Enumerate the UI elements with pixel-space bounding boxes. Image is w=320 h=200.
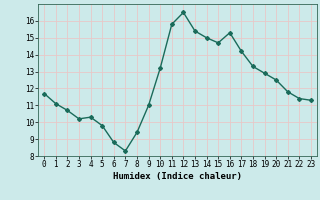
- X-axis label: Humidex (Indice chaleur): Humidex (Indice chaleur): [113, 172, 242, 181]
